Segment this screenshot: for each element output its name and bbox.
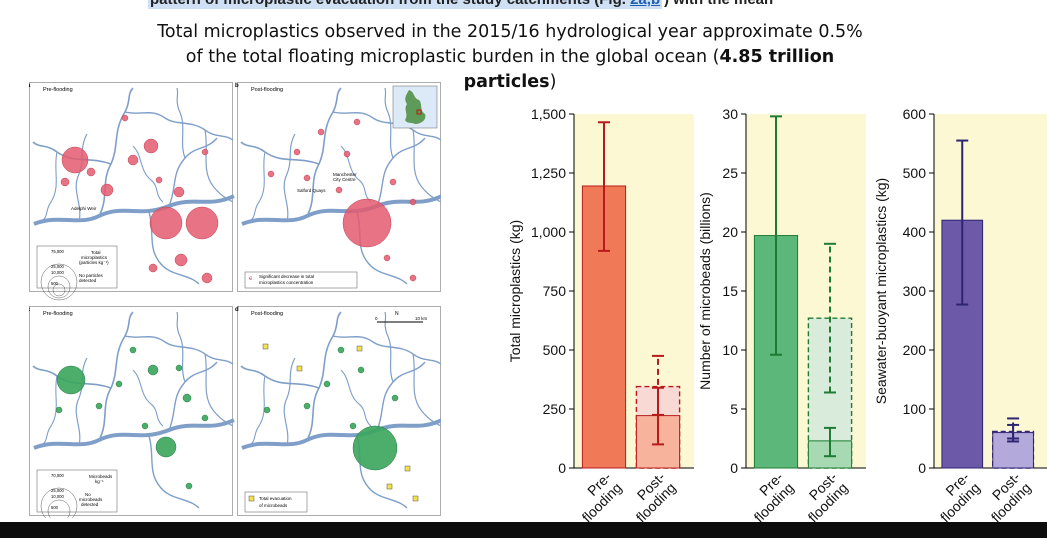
y-tick-label-2-6: 600: [903, 106, 927, 122]
legend-a-title-3: (particles kg⁻¹): [79, 260, 109, 265]
y-axis-label-1: Number of microbeads (billions): [697, 192, 713, 390]
headline-end: ): [549, 72, 557, 92]
cut-top-text: pattern of microplastic evacuation from …: [0, 0, 1047, 10]
scale-ten-km: 10 km: [415, 316, 428, 321]
highlighted-sentence: pattern of microplastic evacuation from …: [148, 0, 663, 9]
panel-c-title: Pre-flooding: [43, 311, 73, 317]
legend-a-value-4: 500: [51, 281, 59, 286]
y-tick-label-2-3: 300: [903, 283, 927, 299]
y-tick-label-0-4: 1,000: [531, 224, 566, 240]
panel-a-title: Pre-flooding: [43, 87, 73, 93]
legend-a-title-1: Total: [91, 250, 101, 255]
legend-c-value-3: 10,000: [51, 494, 64, 499]
legend-a-value-1: 75,000: [51, 249, 64, 254]
category-label-2-0: Pre-flooding: [926, 469, 983, 526]
y-tick-label-1-6: 30: [722, 106, 738, 122]
map-figure: a Pre-flooding Adelphi Weir 75,000 25,00…: [29, 82, 441, 518]
legend-a-none-2: detected: [79, 278, 97, 283]
legend-c-title-1: Microbeads: [89, 474, 113, 479]
headline-line-2-text: of the total floating microplastic burde…: [185, 47, 720, 67]
legend-b-text-2: microplastics concentration: [259, 280, 314, 285]
concentration-circles-a: [60, 114, 219, 284]
legend-d-text-1: Total evacuation: [259, 496, 292, 501]
y-tick-label-1-1: 5: [730, 401, 738, 417]
microbead-circles-d: [263, 346, 399, 471]
legend-a-value-2: 25,000: [51, 264, 64, 269]
legend-c-none-3: detected: [81, 502, 99, 507]
legend-a-value-3: 10,000: [51, 270, 64, 275]
north-arrow-icon: N: [395, 311, 399, 317]
uk-outline: [405, 90, 426, 124]
scale-zero: 0: [375, 316, 378, 321]
headline-line-2: of the total floating microplastic burde…: [140, 45, 880, 95]
legend-c-value-1: 70,000: [51, 473, 64, 478]
panel-d-letter: d: [235, 307, 239, 313]
y-tick-label-2-4: 400: [903, 224, 927, 240]
category-label-1-1: Post-flooding: [794, 469, 851, 526]
map-panel-a: a Pre-flooding Adelphi Weir 75,000 25,00…: [29, 82, 236, 301]
legend-c-none-2: microbeads: [79, 497, 103, 502]
panel-c-letter: c: [29, 307, 31, 313]
y-tick-label-1-4: 20: [722, 224, 738, 240]
y-tick-label-2-2: 200: [903, 342, 927, 358]
legend-c-title-2: kg⁻¹: [95, 479, 104, 484]
legend-a-title-2: microplastics: [81, 255, 108, 260]
y-tick-label-1-2: 10: [722, 342, 738, 358]
legend-a-none-1: No particles: [79, 273, 104, 278]
legend-c-none-1: No: [85, 492, 91, 497]
legend-d: Total evacuation of microbeads: [244, 491, 308, 513]
panel-b-title: Post-flooding: [251, 87, 283, 93]
category-label-0-1: Post-flooding: [622, 469, 679, 526]
bottom-bar: [0, 522, 1047, 538]
panel-d-title: Post-flooding: [251, 311, 283, 317]
figure-link[interactable]: 2a,b: [630, 0, 660, 8]
y-tick-label-0-1: 250: [543, 401, 567, 417]
y-tick-label-1-5: 25: [722, 165, 738, 181]
concentration-circles-b: [267, 118, 417, 282]
microbead-circles-c: [55, 346, 209, 490]
evacuation-markers-d: [262, 343, 419, 502]
legend-b-text-1: Significant decrease in total: [259, 274, 314, 279]
legend-c-value-4: 500: [51, 505, 59, 510]
headline-line-1: Total microplastics observed in the 2015…: [157, 22, 863, 42]
label-adelphi-weir: Adelphi Weir: [71, 206, 97, 211]
label-manchester-1: Manchester: [333, 172, 357, 177]
legend-a: 75,000 25,000 10,000 500 Total microplas…: [36, 245, 118, 301]
legend-d-text-2: of microbeads: [259, 503, 288, 508]
y-tick-label-2-0: 0: [918, 460, 926, 476]
y-tick-label-1-3: 15: [722, 283, 738, 299]
y-tick-label-0-3: 750: [543, 283, 567, 299]
label-manchester-2: City Centre: [333, 177, 356, 182]
legend-c: 70,000 25,000 10,000 500 Microbeads kg⁻¹…: [36, 469, 118, 518]
y-tick-label-0-2: 500: [543, 342, 567, 358]
scale-bar: 0 10 km N: [375, 311, 428, 323]
legend-b: Ⲉ Significant decrease in total micropla…: [244, 271, 358, 289]
y-tick-label-1-0: 0: [730, 460, 738, 476]
legend-c-value-2: 25,000: [51, 488, 64, 493]
map-panel-c: c Pre-flooding 70,000 25,000 10,000 500 …: [29, 306, 236, 518]
y-tick-label-0-5: 1,250: [531, 165, 566, 181]
sentence-tail: ) with the mean: [664, 0, 773, 9]
category-label-2-1: Post-flooding: [977, 469, 1034, 526]
y-tick-label-0-6: 1,500: [531, 106, 566, 122]
headline: Total microplastics observed in the 2015…: [140, 20, 880, 95]
y-tick-label-0-0: 0: [558, 460, 566, 476]
y-axis-label-0: Total microplastics (kg): [507, 220, 523, 362]
panel-a-letter: a: [29, 83, 31, 89]
label-salford-quays: Salford Quays: [297, 188, 326, 193]
map-panel-d: d Post-flooding 0 10 km N Total evacuati…: [235, 306, 441, 516]
svg-text:Ⲉ: Ⲉ: [249, 276, 253, 282]
panel-b-letter: b: [235, 83, 239, 89]
y-tick-label-2-1: 100: [903, 401, 927, 417]
map-panel-b: b Post-flooding Manchester City Centre S…: [235, 82, 441, 292]
headline-bold-value: 4.85 trillion particles: [463, 47, 835, 92]
y-axis-label-2: Seawater-buoyant microplastics (kg): [873, 178, 889, 404]
category-label-0-0: Pre-flooding: [568, 469, 625, 526]
category-label-1-0: Pre-flooding: [740, 469, 797, 526]
y-tick-label-2-5: 500: [903, 165, 927, 181]
